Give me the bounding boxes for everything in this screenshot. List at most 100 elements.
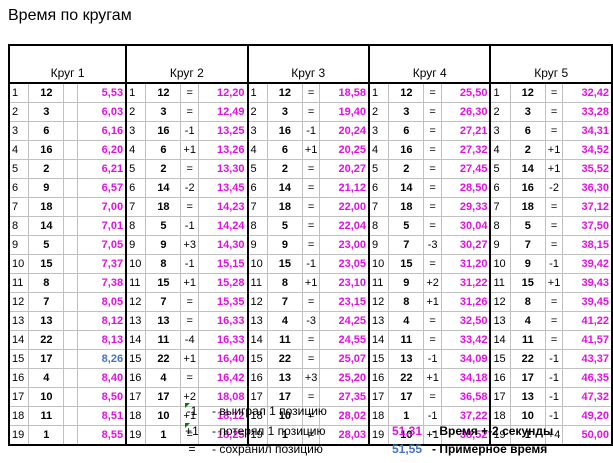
time-cell[interactable]: 6,16	[76, 121, 127, 141]
delta-cell[interactable]: +1	[544, 273, 564, 293]
time-cell[interactable]: 16,33	[197, 330, 249, 350]
car-number-cell[interactable]: 6	[388, 121, 425, 141]
delta-cell[interactable]: -3	[301, 311, 321, 331]
position-cell[interactable]: 7	[489, 197, 511, 217]
position-cell[interactable]: 2	[125, 102, 147, 122]
time-cell[interactable]: 6,57	[76, 178, 127, 198]
delta-cell[interactable]	[63, 368, 78, 388]
delta-cell[interactable]	[63, 140, 78, 160]
position-cell[interactable]: 16	[489, 368, 511, 388]
car-number-cell[interactable]: 8	[509, 292, 546, 312]
position-cell[interactable]: 12	[8, 292, 30, 312]
car-number-cell[interactable]: 7	[266, 292, 303, 312]
position-cell[interactable]: 13	[125, 311, 147, 331]
position-cell[interactable]: 1	[246, 83, 268, 103]
car-number-cell[interactable]: 13	[145, 311, 182, 331]
time-cell[interactable]: 13,45	[197, 178, 249, 198]
time-cell[interactable]: 31,26	[440, 292, 491, 312]
position-cell[interactable]: 3	[367, 121, 390, 141]
time-cell[interactable]: 23,00	[319, 235, 370, 255]
car-number-cell[interactable]: 14	[266, 178, 303, 198]
position-cell[interactable]: 17	[125, 387, 147, 407]
position-cell[interactable]: 6	[8, 178, 30, 198]
time-cell[interactable]: 24,55	[319, 330, 370, 350]
car-number-cell[interactable]: 22	[509, 349, 546, 369]
car-number-cell[interactable]: 5	[509, 216, 546, 236]
car-number-cell[interactable]: 18	[266, 197, 303, 217]
time-cell[interactable]: 46,35	[562, 368, 613, 388]
position-cell[interactable]: 3	[246, 121, 268, 141]
car-number-cell[interactable]: 1	[509, 425, 546, 446]
car-number-cell[interactable]: 13	[509, 387, 546, 407]
delta-cell[interactable]: =	[544, 102, 564, 122]
time-cell[interactable]: 36,58	[440, 387, 491, 407]
time-cell[interactable]: 18,58	[319, 83, 370, 103]
position-cell[interactable]: 4	[367, 140, 390, 160]
time-cell[interactable]: 8,05	[76, 292, 127, 312]
position-cell[interactable]: 11	[8, 273, 30, 293]
position-cell[interactable]: 3	[489, 121, 511, 141]
time-cell[interactable]: 34,09	[440, 349, 491, 369]
position-cell[interactable]: 2	[489, 102, 511, 122]
delta-cell[interactable]: =	[301, 83, 321, 103]
delta-cell[interactable]: =	[180, 83, 199, 103]
car-number-cell[interactable]: 10	[388, 425, 425, 446]
delta-cell[interactable]	[63, 83, 78, 103]
time-cell[interactable]: 43,37	[562, 349, 613, 369]
car-number-cell[interactable]: 9	[145, 235, 182, 255]
delta-cell[interactable]: +1	[544, 140, 564, 160]
car-number-cell[interactable]: 4	[509, 311, 546, 331]
car-number-cell[interactable]: 15	[28, 254, 65, 274]
delta-cell[interactable]: +1	[301, 140, 321, 160]
position-cell[interactable]: 19	[246, 425, 268, 446]
position-cell[interactable]: 4	[246, 140, 268, 160]
time-cell[interactable]: 6,20	[76, 140, 127, 160]
position-cell[interactable]: 1	[8, 83, 30, 103]
car-number-cell[interactable]: 1	[266, 425, 303, 446]
position-cell[interactable]: 4	[489, 140, 511, 160]
position-cell[interactable]: 8	[246, 216, 268, 236]
position-cell[interactable]: 14	[246, 330, 268, 350]
car-number-cell[interactable]: 2	[28, 159, 65, 179]
position-cell[interactable]: 16	[125, 368, 147, 388]
car-number-cell[interactable]: 4	[145, 368, 182, 388]
car-number-cell[interactable]: 9	[266, 235, 303, 255]
time-cell[interactable]: 20,27	[319, 159, 370, 179]
delta-cell[interactable]: =	[423, 83, 442, 103]
delta-cell[interactable]: =	[301, 178, 321, 198]
delta-cell[interactable]	[63, 406, 78, 426]
time-cell[interactable]: 7,38	[76, 273, 127, 293]
time-cell[interactable]: 34,52	[562, 140, 613, 160]
delta-cell[interactable]: -1	[301, 121, 321, 141]
delta-cell[interactable]: +1	[180, 349, 199, 369]
car-number-cell[interactable]: 12	[145, 83, 182, 103]
delta-cell[interactable]	[63, 235, 78, 255]
position-cell[interactable]: 15	[367, 349, 390, 369]
time-cell[interactable]: 13,25	[197, 121, 249, 141]
position-cell[interactable]: 14	[125, 330, 147, 350]
delta-cell[interactable]: -2	[544, 178, 564, 198]
delta-cell[interactable]: =	[544, 311, 564, 331]
position-cell[interactable]: 12	[125, 292, 147, 312]
position-cell[interactable]: 18	[367, 406, 390, 426]
time-cell[interactable]: 39,42	[562, 254, 613, 274]
car-number-cell[interactable]: 6	[509, 121, 546, 141]
time-cell[interactable]: 32,42	[562, 83, 613, 103]
car-number-cell[interactable]: 3	[28, 102, 65, 122]
position-cell[interactable]: 13	[8, 311, 30, 331]
delta-cell[interactable]	[63, 216, 78, 236]
time-cell[interactable]: 28,50	[440, 178, 491, 198]
position-cell[interactable]: 8	[125, 216, 147, 236]
position-cell[interactable]: 15	[489, 349, 511, 369]
delta-cell[interactable]: =	[544, 83, 564, 103]
car-number-cell[interactable]: 1	[28, 425, 65, 446]
position-cell[interactable]: 6	[125, 178, 147, 198]
time-cell[interactable]: 39,43	[562, 273, 613, 293]
car-number-cell[interactable]: 7	[509, 235, 546, 255]
position-cell[interactable]: 10	[125, 254, 147, 274]
time-cell[interactable]: 14,24	[197, 216, 249, 236]
position-cell[interactable]: 5	[8, 159, 30, 179]
car-number-cell[interactable]: 12	[509, 83, 546, 103]
time-cell[interactable]: 23,15	[319, 292, 370, 312]
delta-cell[interactable]: -2	[180, 178, 199, 198]
